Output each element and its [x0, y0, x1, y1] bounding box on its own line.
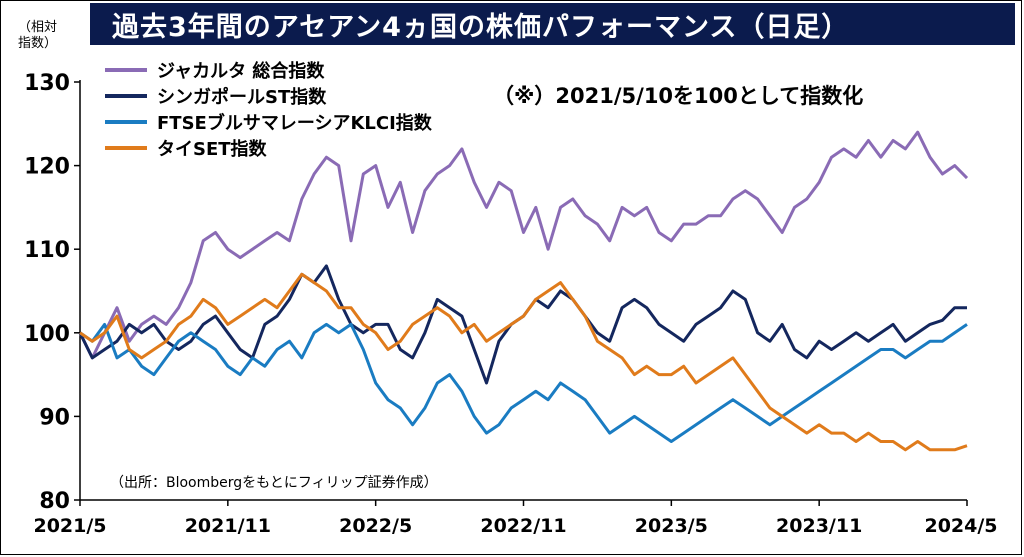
legend-label: ジャカルタ 総合指数	[157, 61, 325, 82]
legend-label: シンガポールST指数	[157, 87, 327, 108]
x-tick-label: 2024/5	[924, 515, 997, 537]
legend-label: FTSEブルサマレーシアKLCI指数	[157, 113, 432, 134]
x-tick-label: 2022/5	[339, 515, 412, 537]
legend-label: タイSET指数	[157, 139, 267, 160]
y-axis-unit-line1: （相対	[18, 20, 58, 35]
legend-item: タイSET指数	[105, 135, 432, 161]
y-tick-label: 130	[24, 71, 70, 96]
x-tick-label: 2022/11	[480, 515, 566, 537]
y-axis-unit-line2: 指数）	[18, 36, 58, 51]
x-tick-label: 2021/11	[185, 515, 271, 537]
legend-swatch	[105, 146, 147, 150]
legend-swatch	[105, 120, 147, 124]
chart-title: 過去3年間のアセアン4ヵ国の株価パフォーマンス（日足）	[90, 3, 1015, 45]
y-tick-label: 90	[39, 405, 70, 430]
series-line-2	[78, 264, 967, 385]
x-tick-label: 2023/11	[776, 515, 862, 537]
legend-item: FTSEブルサマレーシアKLCI指数	[105, 109, 432, 135]
legend-item: シンガポールST指数	[105, 83, 432, 109]
y-tick-label: 110	[24, 238, 70, 263]
series-line-3	[79, 322, 968, 443]
x-tick-label: 2023/5	[635, 515, 708, 537]
y-tick-label: 120	[24, 155, 70, 180]
y-tick-label: 80	[39, 489, 70, 514]
legend-swatch	[105, 94, 147, 98]
source-note: （出所：Bloombergをもとにフィリップ証券作成）	[110, 475, 438, 491]
y-axis-unit-label: （相対 指数）	[18, 20, 57, 52]
series-line-4	[79, 272, 968, 452]
y-tick-label: 100	[24, 322, 70, 347]
series-line-1	[78, 130, 969, 360]
legend-item: ジャカルタ 総合指数	[105, 57, 432, 83]
index-note: （※）2021/5/10を100として指数化	[493, 84, 864, 108]
x-tick-label: 2021/5	[33, 515, 106, 537]
legend-swatch	[105, 68, 147, 72]
legend: ジャカルタ 総合指数 シンガポールST指数 FTSEブルサマレーシアKLCI指数 タイ…	[105, 57, 432, 161]
